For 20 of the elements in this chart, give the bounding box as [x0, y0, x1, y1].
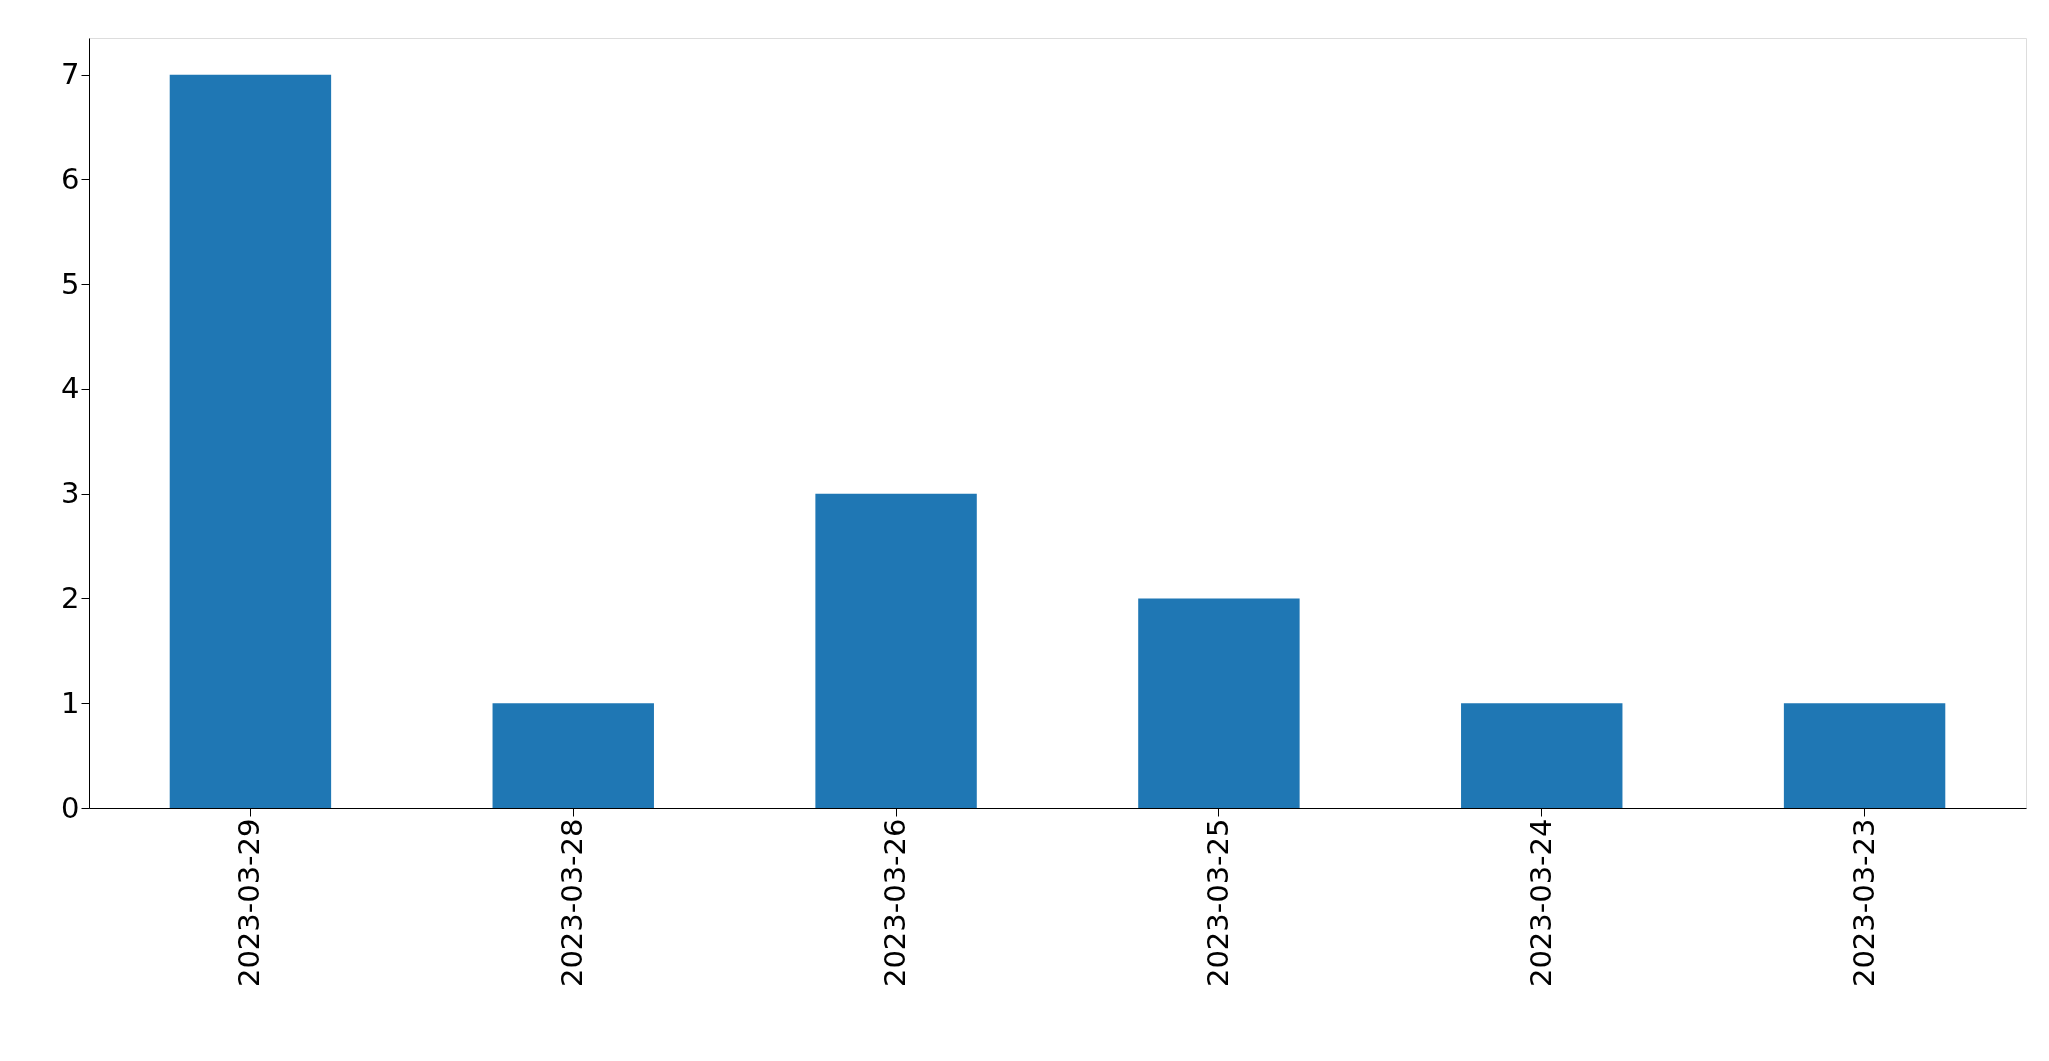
- x-tick-label: 2023-03-29: [232, 818, 267, 988]
- y-tick-label: 0: [61, 790, 80, 825]
- x-tick-label: 2023-03-23: [1846, 818, 1881, 988]
- bar: [492, 703, 654, 808]
- bar: [1461, 703, 1623, 808]
- x-tick-label: 2023-03-28: [555, 818, 590, 988]
- y-tick-label: 2: [61, 580, 80, 615]
- bar: [1783, 703, 1946, 808]
- x-tick-label: 2023-03-25: [1200, 818, 1235, 988]
- bar: [815, 493, 977, 808]
- x-tick-label: 2023-03-26: [878, 818, 913, 988]
- y-tick-label: 5: [61, 266, 80, 301]
- y-tick-label: 7: [61, 57, 80, 92]
- y-tick-label: 6: [61, 161, 80, 196]
- bar: [1138, 598, 1300, 808]
- bar: [169, 74, 332, 808]
- y-tick-label: 1: [61, 685, 80, 720]
- y-tick-label: 3: [61, 476, 80, 511]
- y-tick-label: 4: [61, 371, 80, 406]
- x-tick-label: 2023-03-24: [1523, 818, 1558, 988]
